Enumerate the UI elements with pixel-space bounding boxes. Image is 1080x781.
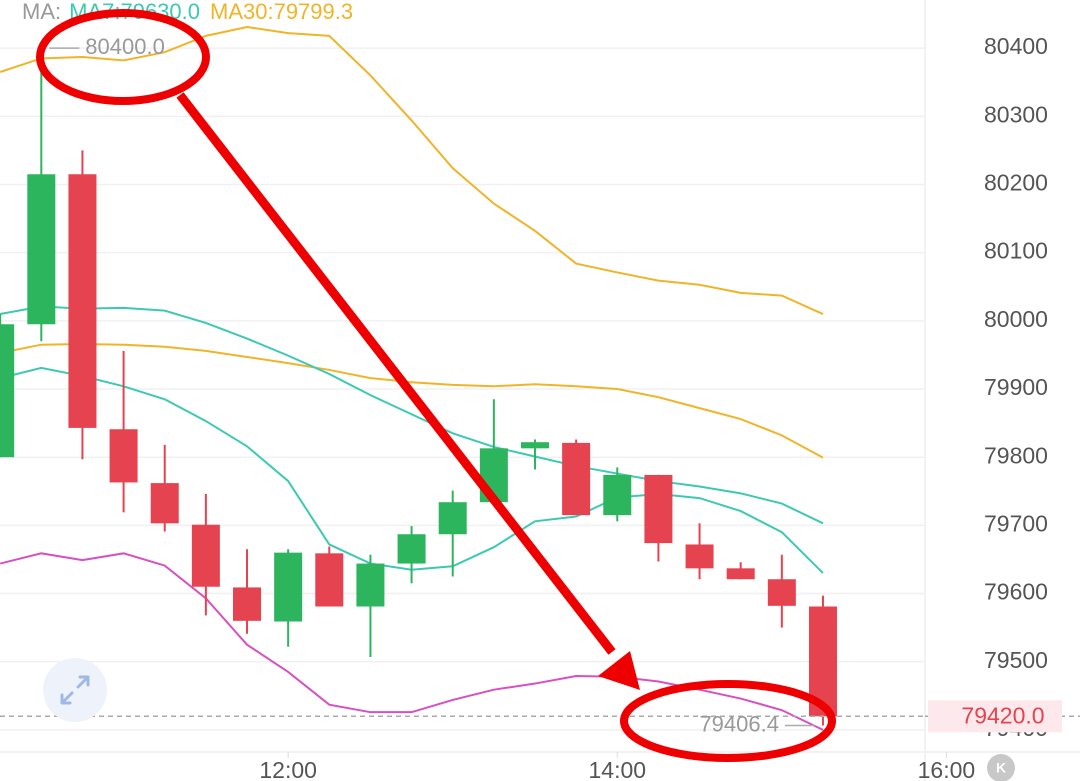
candle-body (315, 553, 344, 607)
candle-body (767, 579, 796, 606)
candle-body (68, 174, 97, 428)
y-tick-label: 80400 (984, 33, 1048, 59)
candle-body (562, 442, 591, 516)
low-label: 79406.4 (699, 711, 779, 736)
x-tick-label: 14:00 (588, 757, 646, 781)
candle-body (150, 483, 179, 524)
candle-body (0, 324, 15, 458)
expand-icon (60, 675, 90, 705)
arrow-shaft (176, 92, 616, 655)
y-tick-label: 80000 (984, 306, 1048, 332)
candle-body (644, 474, 673, 544)
candle-body (191, 524, 220, 587)
candle-body (397, 534, 426, 564)
high-label: 80400.0 (85, 34, 165, 59)
y-tick-label: 79500 (984, 647, 1048, 673)
candle-body (726, 568, 755, 580)
x-tick-label: 16:00 (918, 757, 976, 781)
candle-body (438, 502, 467, 535)
interval-button-label: K (996, 760, 1006, 776)
legend-entry: MA30:79799.3 (210, 0, 353, 24)
candle-body (274, 552, 303, 622)
candle-body (356, 563, 385, 607)
indicator-line (0, 343, 824, 459)
y-tick-label: 79700 (984, 510, 1048, 536)
candle-body (603, 474, 632, 516)
interval-button-bg[interactable] (987, 754, 1015, 781)
legend-prefix: MA: (22, 0, 61, 24)
y-tick-label: 79600 (984, 579, 1048, 605)
grid (0, 47, 925, 731)
candle-body (109, 429, 138, 483)
annotation-overlay (36, 9, 836, 762)
y-tick-label: 80100 (984, 238, 1048, 264)
x-tick-label: 12:00 (259, 757, 317, 781)
expand-button[interactable] (43, 658, 107, 722)
candle-body (520, 442, 549, 449)
indicator-line (0, 25, 824, 315)
last-price-label: 79420.0 (961, 702, 1044, 728)
candle-body (685, 544, 714, 569)
highlight-ellipse (36, 9, 210, 105)
candle-body (233, 587, 262, 621)
y-tick-label: 80300 (984, 101, 1048, 127)
y-tick-label: 79900 (984, 374, 1048, 400)
arrow-head (598, 651, 640, 690)
highlight-ellipse (620, 680, 836, 762)
y-tick-label: 79800 (984, 442, 1048, 468)
expand-button-bg[interactable] (43, 658, 107, 722)
plot-area (0, 25, 925, 731)
last-price-tag (928, 700, 1062, 733)
interval-button[interactable]: K (987, 754, 1015, 781)
y-tick-label: 80200 (984, 170, 1048, 196)
candle-body (27, 174, 56, 325)
indicator-line (0, 305, 824, 525)
